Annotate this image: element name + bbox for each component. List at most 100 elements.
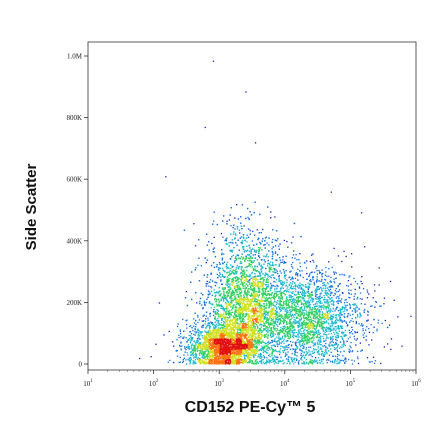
data-point (276, 341, 278, 343)
data-point (275, 327, 277, 329)
data-point (338, 354, 340, 356)
data-point (263, 345, 266, 347)
data-point (215, 292, 217, 294)
data-point (226, 316, 228, 319)
data-point (297, 341, 299, 343)
data-point (244, 292, 246, 294)
data-point (291, 314, 293, 316)
data-point (236, 276, 238, 278)
data-point (297, 284, 299, 286)
data-point (234, 305, 236, 308)
data-point (155, 343, 157, 345)
data-point (294, 294, 296, 296)
data-point (341, 292, 344, 294)
data-point (237, 328, 239, 330)
data-point (267, 281, 269, 283)
data-point (262, 354, 265, 357)
data-point (301, 355, 303, 357)
data-point (288, 296, 291, 298)
data-point (306, 326, 308, 328)
data-point (335, 326, 337, 328)
data-point (278, 343, 280, 346)
data-point (306, 307, 308, 309)
data-point (328, 293, 330, 295)
data-point (248, 264, 250, 267)
data-point (218, 269, 220, 271)
data-point (295, 317, 297, 319)
data-point (352, 350, 354, 352)
data-point (344, 344, 346, 347)
data-point (258, 250, 260, 252)
data-point (225, 238, 227, 240)
data-point (221, 274, 223, 276)
data-point (187, 344, 189, 346)
data-point (287, 359, 290, 361)
data-point (312, 298, 315, 300)
data-point (305, 354, 307, 356)
data-point (294, 351, 296, 353)
data-point (194, 362, 196, 364)
data-point (313, 337, 315, 339)
data-point (270, 361, 272, 364)
data-point (309, 360, 312, 363)
data-point (336, 337, 338, 339)
data-point (312, 327, 314, 329)
data-point (337, 358, 339, 360)
data-point (335, 335, 337, 337)
data-point (216, 223, 218, 226)
data-point (237, 278, 239, 280)
data-point (194, 269, 196, 271)
data-point (329, 280, 332, 282)
data-point (234, 261, 236, 263)
data-point (255, 324, 258, 326)
data-point (286, 362, 288, 364)
data-point (244, 285, 246, 287)
data-point (357, 314, 359, 317)
data-point (292, 335, 294, 337)
data-point (262, 281, 264, 283)
data-point (230, 272, 232, 275)
data-point (192, 351, 194, 353)
data-point (265, 300, 267, 303)
data-point (263, 357, 266, 359)
data-point (287, 360, 289, 363)
data-point (274, 340, 276, 343)
data-point (294, 306, 296, 308)
data-point (361, 323, 363, 325)
data-point (270, 293, 272, 295)
data-point (274, 251, 277, 253)
data-point (298, 322, 301, 324)
data-point (272, 229, 274, 231)
data-point (318, 287, 321, 290)
data-point (305, 311, 307, 313)
data-point (263, 316, 265, 318)
data-point (340, 326, 342, 328)
data-point (213, 247, 215, 249)
data-point (337, 350, 339, 352)
data-point (315, 267, 317, 269)
data-point (367, 311, 369, 313)
data-point (274, 359, 276, 362)
data-point (309, 353, 311, 355)
data-point (150, 356, 152, 358)
data-point (315, 330, 318, 333)
data-point (308, 306, 310, 308)
data-point (324, 274, 327, 276)
data-point (294, 277, 297, 279)
data-point (321, 353, 323, 356)
data-point (343, 307, 345, 309)
data-point (304, 336, 306, 339)
data-point (307, 295, 309, 297)
data-point (292, 336, 295, 339)
data-point (296, 273, 298, 275)
data-point (302, 303, 305, 306)
data-point (334, 322, 336, 325)
data-point (269, 333, 272, 335)
data-point (256, 250, 258, 252)
data-point (255, 250, 257, 252)
data-point (190, 339, 193, 342)
data-point (250, 249, 252, 251)
data-point (331, 286, 334, 288)
data-point (292, 298, 294, 301)
data-point (276, 328, 278, 330)
